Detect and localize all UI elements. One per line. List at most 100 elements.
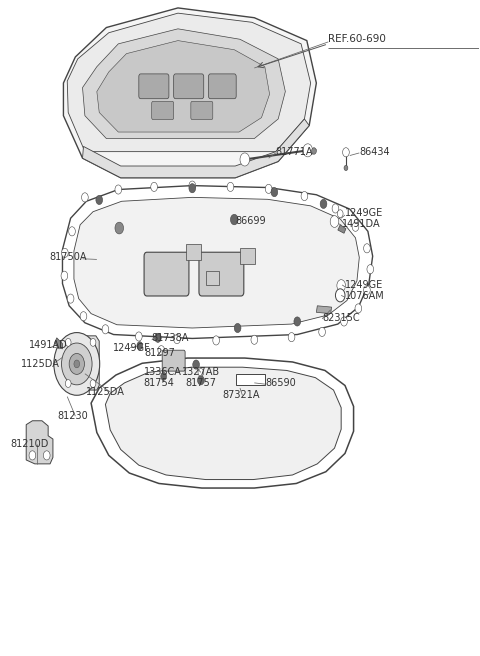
Text: 1125DA: 1125DA [21, 359, 60, 369]
Circle shape [65, 380, 71, 388]
Text: 81738A: 81738A [152, 333, 189, 344]
Circle shape [198, 369, 204, 377]
Circle shape [341, 317, 348, 326]
FancyBboxPatch shape [174, 74, 204, 98]
Circle shape [213, 336, 219, 345]
Text: 86434: 86434 [360, 147, 390, 157]
Circle shape [198, 376, 204, 385]
Circle shape [61, 343, 92, 385]
Circle shape [271, 188, 278, 197]
Text: 81230: 81230 [58, 411, 88, 421]
Circle shape [288, 333, 295, 342]
Circle shape [115, 222, 123, 234]
Text: 1076AM: 1076AM [345, 291, 385, 301]
Circle shape [234, 323, 241, 333]
Circle shape [61, 271, 68, 280]
Text: 1249GE: 1249GE [345, 280, 383, 290]
Circle shape [65, 338, 71, 346]
Circle shape [43, 451, 50, 460]
Polygon shape [26, 420, 53, 464]
Circle shape [332, 204, 339, 213]
Polygon shape [83, 29, 285, 138]
Text: 81750A: 81750A [49, 253, 86, 262]
Text: 1491DA: 1491DA [342, 219, 380, 229]
Bar [240, 248, 255, 264]
Polygon shape [338, 225, 346, 234]
Circle shape [115, 185, 121, 194]
FancyBboxPatch shape [199, 252, 244, 296]
Circle shape [337, 210, 343, 218]
Circle shape [355, 304, 362, 313]
Circle shape [343, 148, 349, 157]
Polygon shape [316, 306, 332, 314]
Polygon shape [106, 367, 341, 480]
Text: 81210D: 81210D [10, 440, 48, 449]
Circle shape [161, 373, 167, 380]
FancyBboxPatch shape [191, 101, 213, 119]
FancyBboxPatch shape [144, 252, 189, 296]
Circle shape [74, 360, 80, 368]
Text: 1327AB: 1327AB [182, 367, 220, 377]
Polygon shape [67, 13, 311, 152]
FancyBboxPatch shape [152, 101, 174, 119]
Circle shape [158, 346, 165, 355]
Text: 81297: 81297 [144, 348, 175, 358]
Polygon shape [83, 119, 309, 178]
Text: REF.60-690: REF.60-690 [328, 34, 386, 44]
FancyBboxPatch shape [139, 74, 169, 98]
Bar [236, 374, 265, 386]
Polygon shape [55, 338, 62, 349]
Text: 1249GE: 1249GE [345, 208, 383, 218]
Circle shape [54, 333, 100, 396]
Circle shape [251, 335, 258, 344]
Bar [186, 244, 201, 260]
Circle shape [344, 165, 348, 171]
Circle shape [102, 325, 109, 334]
Text: 1125DA: 1125DA [86, 387, 125, 397]
Circle shape [294, 317, 300, 326]
Circle shape [303, 144, 312, 157]
Circle shape [319, 327, 325, 337]
Text: 81771A: 81771A [276, 147, 313, 157]
Circle shape [227, 182, 234, 192]
Polygon shape [74, 197, 360, 328]
Circle shape [174, 335, 180, 344]
Text: 82315C: 82315C [322, 312, 360, 323]
Circle shape [337, 279, 346, 291]
Circle shape [96, 195, 103, 205]
Polygon shape [97, 41, 270, 132]
Polygon shape [62, 186, 372, 338]
FancyBboxPatch shape [162, 350, 185, 371]
Circle shape [336, 289, 345, 302]
Text: 81757: 81757 [185, 378, 216, 388]
Circle shape [137, 342, 143, 350]
Circle shape [69, 354, 84, 375]
Circle shape [90, 338, 96, 346]
Circle shape [193, 360, 199, 369]
Circle shape [82, 193, 88, 202]
Circle shape [29, 451, 36, 460]
Text: 1336CA: 1336CA [144, 367, 181, 377]
Text: 1249GF: 1249GF [113, 342, 150, 352]
Circle shape [189, 184, 196, 193]
Circle shape [151, 182, 157, 192]
Circle shape [189, 181, 196, 190]
Circle shape [352, 222, 359, 232]
Bar [205, 270, 219, 285]
Circle shape [90, 380, 96, 388]
Circle shape [61, 249, 68, 257]
Circle shape [80, 312, 87, 321]
Circle shape [364, 285, 370, 295]
Text: 86590: 86590 [265, 378, 296, 388]
FancyBboxPatch shape [208, 74, 236, 98]
Text: 87321A: 87321A [222, 390, 260, 400]
Circle shape [301, 192, 308, 201]
Text: 86699: 86699 [235, 216, 266, 226]
Circle shape [265, 184, 272, 194]
Polygon shape [62, 336, 99, 390]
Circle shape [312, 148, 316, 154]
Circle shape [135, 332, 142, 341]
Circle shape [367, 264, 373, 274]
Text: 1491AD: 1491AD [29, 340, 68, 350]
Circle shape [364, 244, 370, 253]
